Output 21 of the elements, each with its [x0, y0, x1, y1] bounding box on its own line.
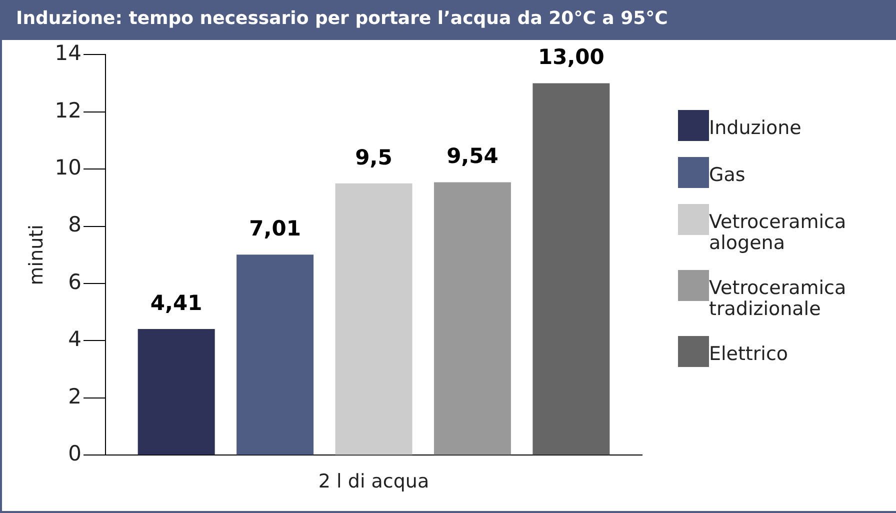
legend-label: Elettrico — [709, 342, 788, 365]
data-label: 7,01 — [249, 216, 301, 241]
chart-title: Induzione: tempo necessario per portare l’acqua da 20°C a 95°C — [2, 0, 896, 40]
y-tick-label: 10 — [54, 156, 82, 180]
y-tick-label: 4 — [68, 327, 82, 352]
y-axis-title: minuti — [25, 224, 48, 286]
y-tick-label: 2 — [68, 384, 82, 408]
legend-label: Vetroceramica tradizionale — [709, 276, 848, 320]
data-label: 9,54 — [446, 144, 498, 168]
y-tick-label: 12 — [54, 98, 82, 122]
data-label: 9,5 — [355, 145, 392, 170]
y-tick-label: 6 — [68, 270, 82, 294]
x-tick-label: 2 l di acqua — [318, 470, 430, 493]
legend-label: Vetroceramica alogena — [709, 210, 848, 254]
y-tick-label: 8 — [68, 212, 82, 237]
data-label: 13,00 — [538, 45, 604, 70]
data-label: 4,41 — [150, 290, 202, 315]
y-tick-label: 0 — [68, 442, 82, 466]
y-tick-label: 14 — [54, 41, 82, 66]
legend-label: Gas — [709, 163, 746, 186]
legend-label: Induzione — [709, 116, 802, 139]
